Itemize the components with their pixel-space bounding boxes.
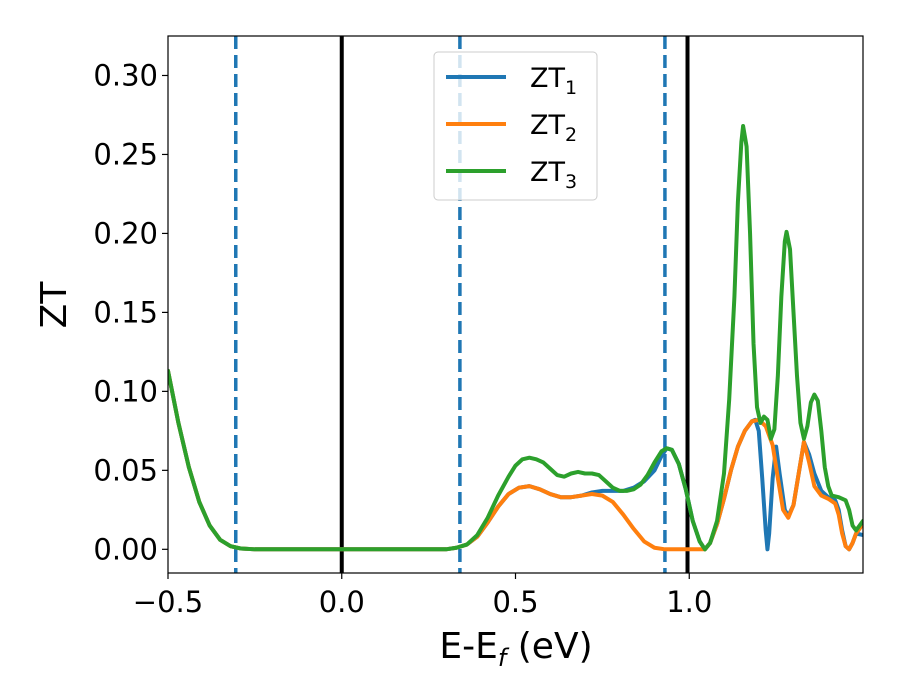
x-tick-label: 0.0 xyxy=(319,585,365,619)
y-tick-label: 0.20 xyxy=(93,216,158,250)
legend-label-zt2-main: ZT xyxy=(530,110,565,141)
legend-label-zt1-sub: 1 xyxy=(565,77,577,99)
y-axis-ticks: 0.00 0.05 0.10 0.15 0.20 0.25 0.30 xyxy=(93,58,168,566)
legend-label-zt1: ZT1 xyxy=(530,63,577,99)
x-axis-ticks: −0.5 0.0 0.5 1.0 xyxy=(133,573,712,619)
legend-label-zt2-sub: 2 xyxy=(565,124,577,146)
x-tick-label: 0.5 xyxy=(492,585,538,619)
legend-label-zt3-main: ZT xyxy=(530,157,565,188)
x-axis-label: E-Ef (eV) xyxy=(439,626,592,672)
legend-label-zt3-sub: 3 xyxy=(565,171,577,193)
y-tick-label: 0.00 xyxy=(93,532,158,566)
y-tick-label: 0.10 xyxy=(93,374,158,408)
y-tick-label: 0.05 xyxy=(93,453,158,487)
legend-label-zt3: ZT3 xyxy=(530,157,577,193)
series-line-zt3 xyxy=(168,124,863,552)
y-axis-label: ZT xyxy=(34,281,75,329)
legend-label-zt1-main: ZT xyxy=(530,63,565,94)
legend-box xyxy=(433,51,598,201)
x-tick-label: 1.0 xyxy=(666,585,712,619)
x-tick-label: −0.5 xyxy=(133,585,203,619)
y-tick-label: 0.30 xyxy=(93,58,158,92)
legend-label-zt2: ZT2 xyxy=(530,110,577,146)
x-axis-label-main: E-E xyxy=(439,626,497,667)
y-tick-label: 0.15 xyxy=(93,295,158,329)
legend: ZT1 ZT2 ZT3 xyxy=(433,51,598,201)
series-group xyxy=(168,124,863,552)
x-axis-label-unit: (eV) xyxy=(506,626,592,667)
y-tick-label: 0.25 xyxy=(93,137,158,171)
reference-lines xyxy=(234,36,690,573)
